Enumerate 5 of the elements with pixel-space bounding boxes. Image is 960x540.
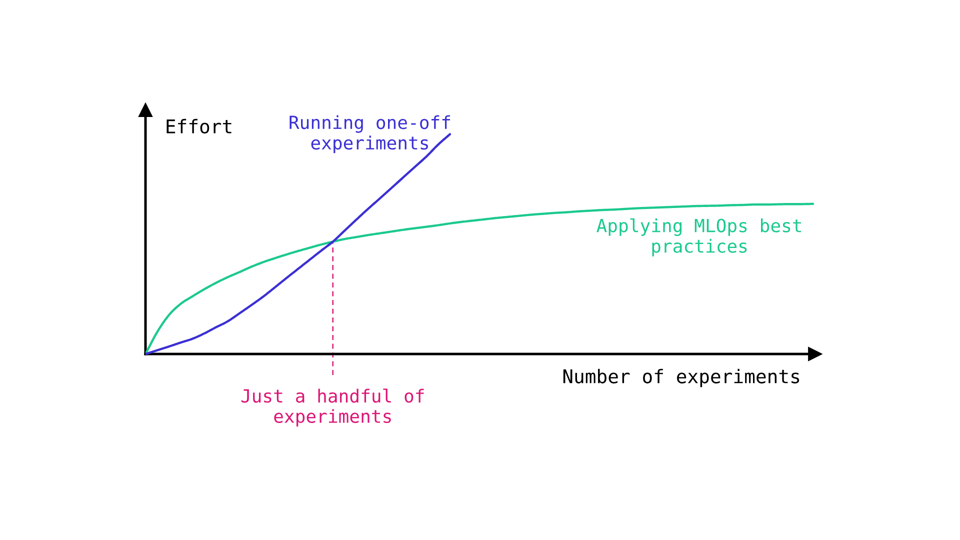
x-axis-title: Number of experiments [563, 368, 800, 388]
y-axis-title: Effort [166, 118, 232, 134]
series-label: Running one-off experiments [290, 115, 450, 154]
text: Just a handful of experiments [241, 388, 424, 427]
series-label: Applying MLOps best practices [596, 218, 802, 256]
